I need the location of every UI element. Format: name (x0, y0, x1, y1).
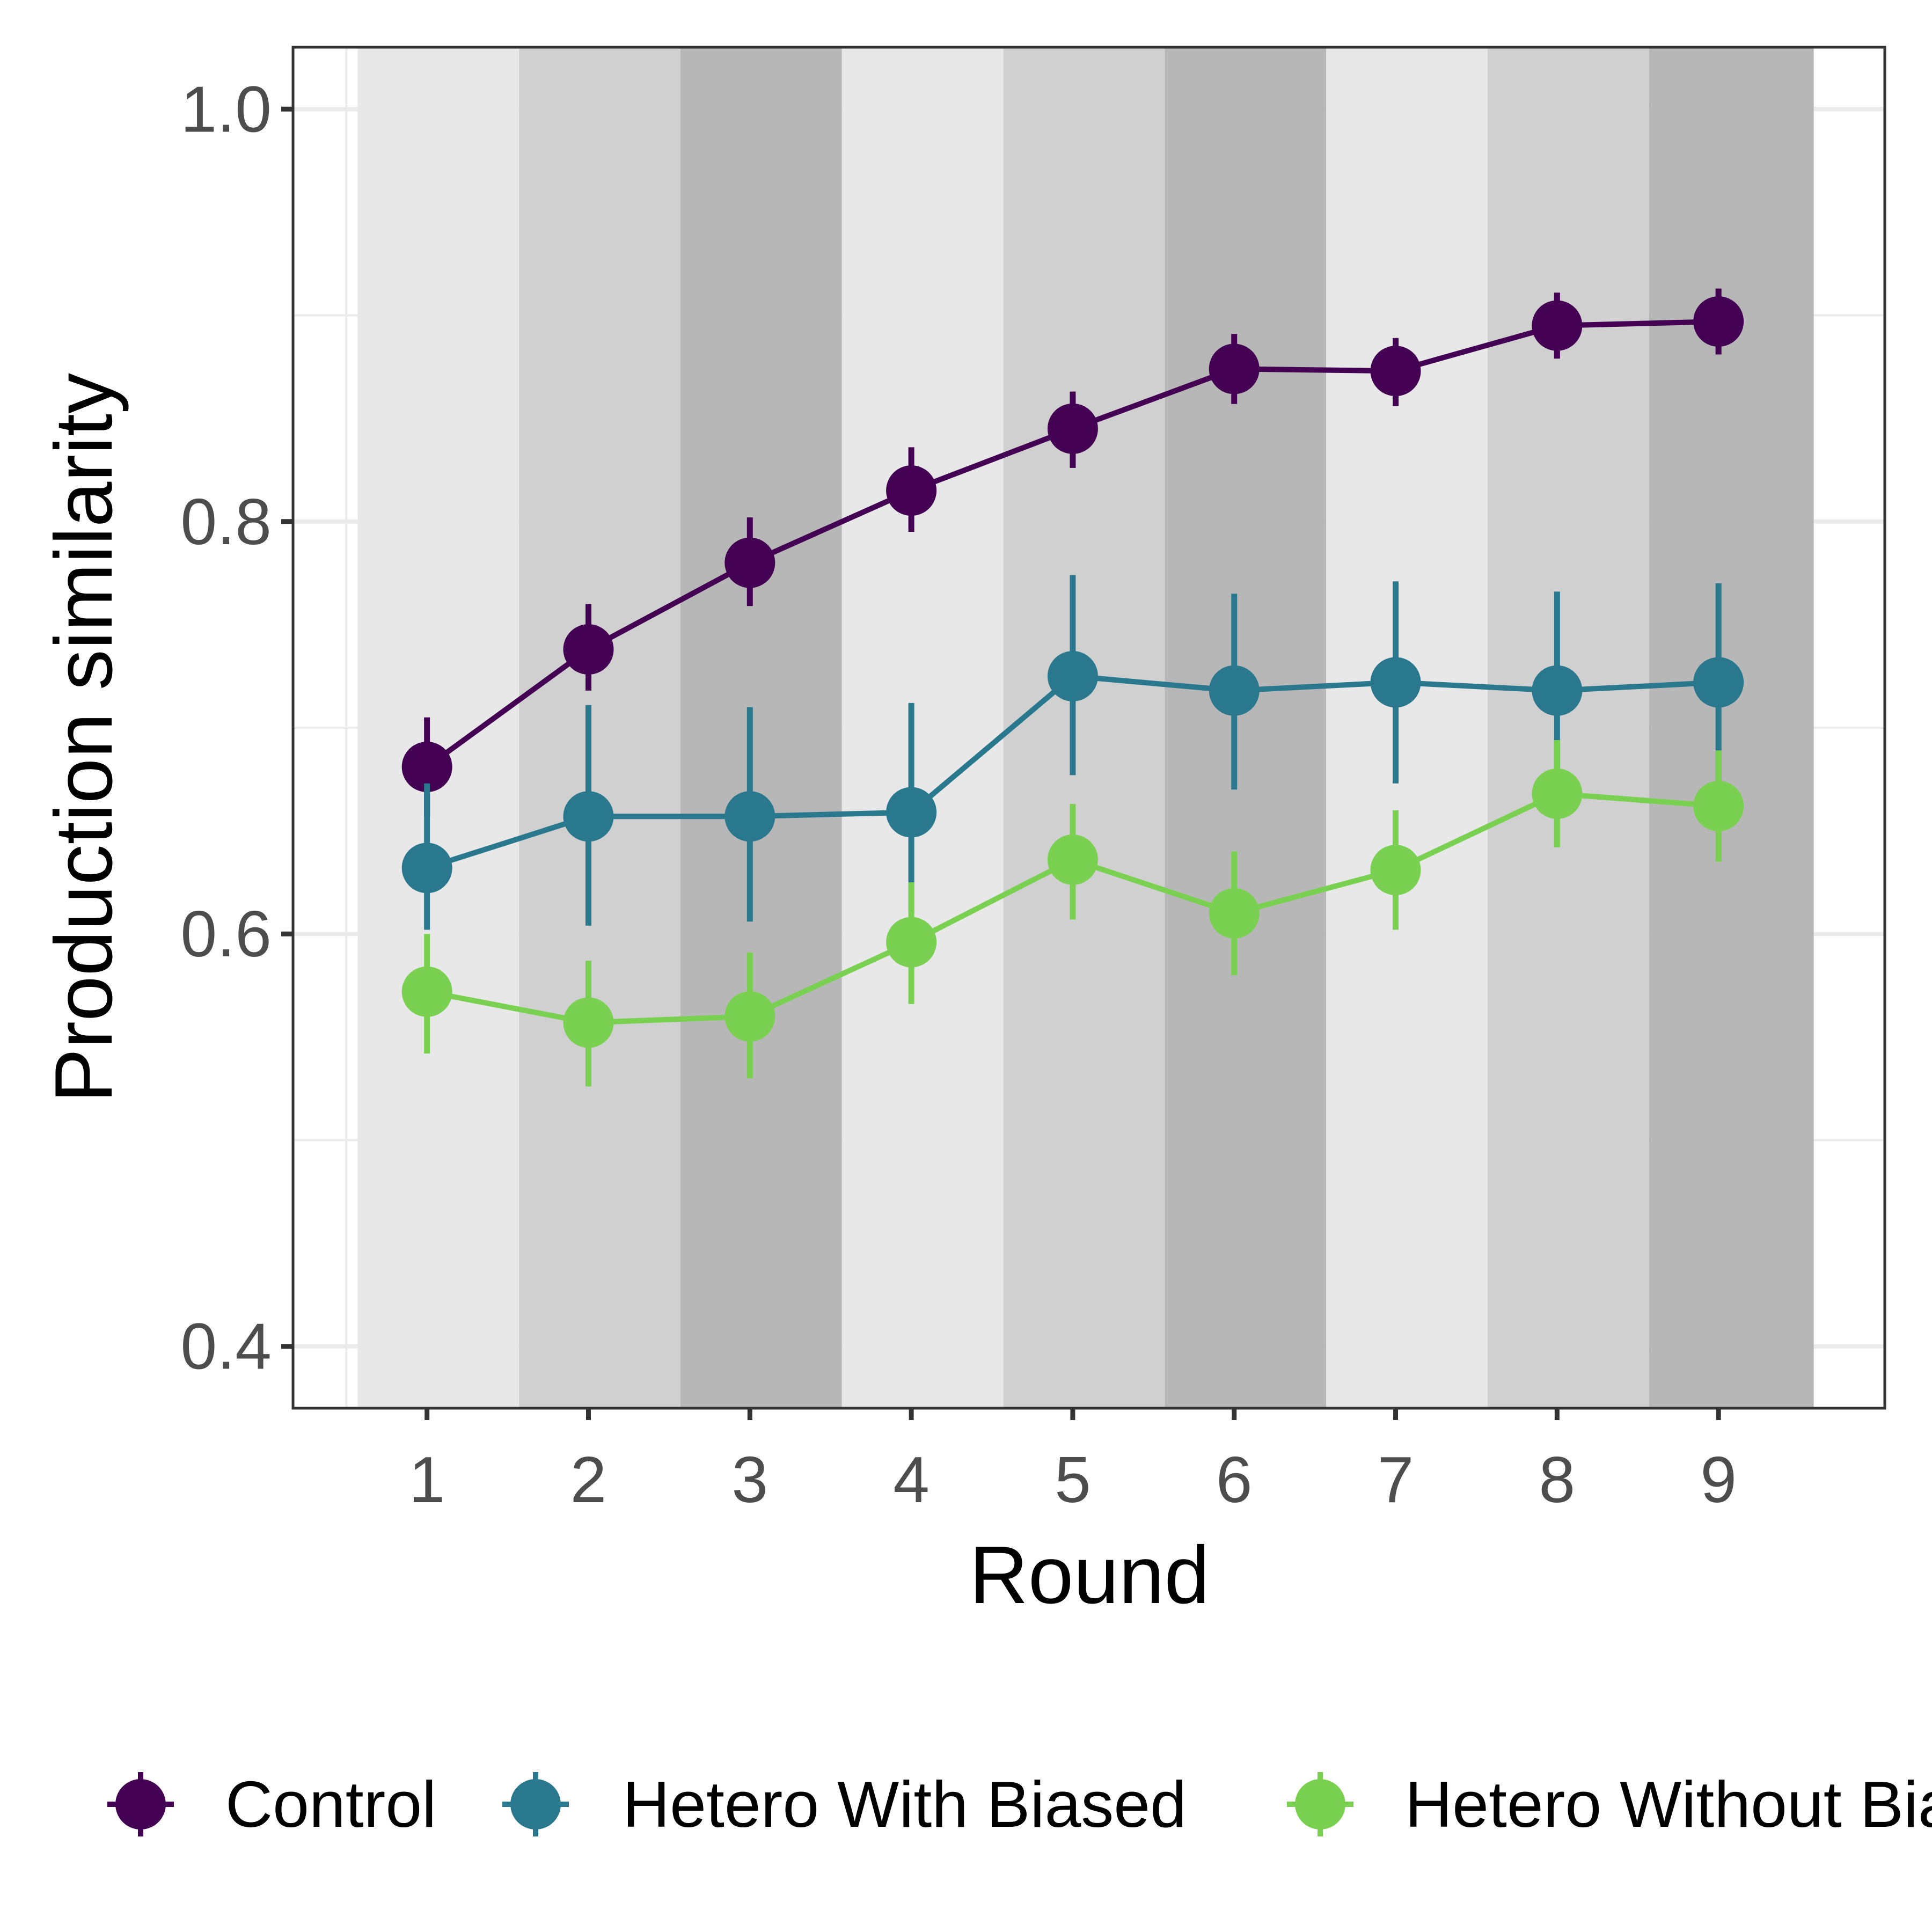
data-point (1209, 343, 1260, 394)
round-band (519, 47, 680, 1408)
data-point (886, 787, 937, 838)
data-point (563, 997, 614, 1048)
round-band (841, 47, 1004, 1408)
legend: Control Hetero With Biased Hetero Without … (107, 1768, 1932, 1841)
legend-key-point (115, 1779, 166, 1829)
data-point (1047, 403, 1098, 454)
x-tick-label: 3 (731, 1443, 768, 1516)
legend-label: Hetero With Biased (623, 1768, 1187, 1841)
legend-label: Control (225, 1768, 436, 1841)
data-point (1532, 665, 1583, 716)
y-tick-label: 0.6 (180, 897, 272, 970)
round-band (680, 47, 842, 1408)
x-tick-label: 1 (409, 1443, 445, 1516)
legend-item: Control (107, 1768, 436, 1841)
data-point (724, 537, 775, 588)
data-point (724, 791, 775, 842)
data-point (401, 843, 452, 894)
data-point (563, 791, 614, 842)
series-control (401, 288, 1744, 817)
x-tick-label: 6 (1216, 1443, 1253, 1516)
data-point (724, 991, 775, 1042)
x-tick-label: 5 (1055, 1443, 1091, 1516)
x-tick-label: 9 (1700, 1443, 1737, 1516)
x-tick-label: 8 (1539, 1443, 1575, 1516)
data-point (1209, 665, 1260, 716)
data-point (1532, 300, 1583, 351)
x-tick-label: 4 (893, 1443, 930, 1516)
legend-label: Hetero Without Biased (1405, 1768, 1932, 1841)
series-hetero-without-biased (401, 740, 1744, 1087)
data-point (1047, 650, 1098, 701)
x-tick-label: 7 (1378, 1443, 1414, 1516)
data-point (886, 465, 937, 516)
panel-border (291, 46, 1886, 1410)
data-point (1532, 768, 1583, 819)
x-axis-title: Round (969, 1529, 1210, 1621)
y-axis: 0.4 0.6 0.8 1.0 (180, 72, 293, 1383)
data-point (1209, 888, 1260, 939)
series-hetero-with-biased (401, 575, 1744, 930)
round-band (1488, 47, 1649, 1408)
round-band (1003, 47, 1165, 1408)
data-point (1693, 781, 1744, 832)
data-point (886, 917, 937, 968)
data-point (1693, 296, 1744, 347)
data-point (1370, 346, 1421, 397)
round-band (1165, 47, 1327, 1408)
y-axis-title: Production similarity (38, 373, 129, 1103)
y-tick-label: 0.8 (180, 485, 272, 558)
x-axis: 1 2 3 4 5 6 7 8 9 (409, 1408, 1737, 1516)
legend-key-point (1295, 1779, 1345, 1829)
data-point (563, 624, 614, 675)
round-band (1649, 47, 1814, 1408)
round-band (357, 47, 519, 1408)
data-point (1047, 834, 1098, 885)
y-tick-label: 1.0 (180, 72, 272, 145)
y-tick-label: 0.4 (180, 1310, 272, 1383)
legend-item: Hetero With Biased (502, 1768, 1187, 1841)
data-point (1370, 657, 1421, 708)
legend-key-point (510, 1779, 561, 1829)
data-point (1693, 657, 1744, 708)
x-tick-label: 2 (570, 1443, 607, 1516)
plot-panel (291, 46, 1886, 1410)
data-point (1370, 845, 1421, 896)
legend-item: Hetero Without Biased (1287, 1768, 1932, 1841)
round-band (1326, 47, 1488, 1408)
data-point (401, 966, 452, 1017)
data-point (401, 742, 452, 793)
